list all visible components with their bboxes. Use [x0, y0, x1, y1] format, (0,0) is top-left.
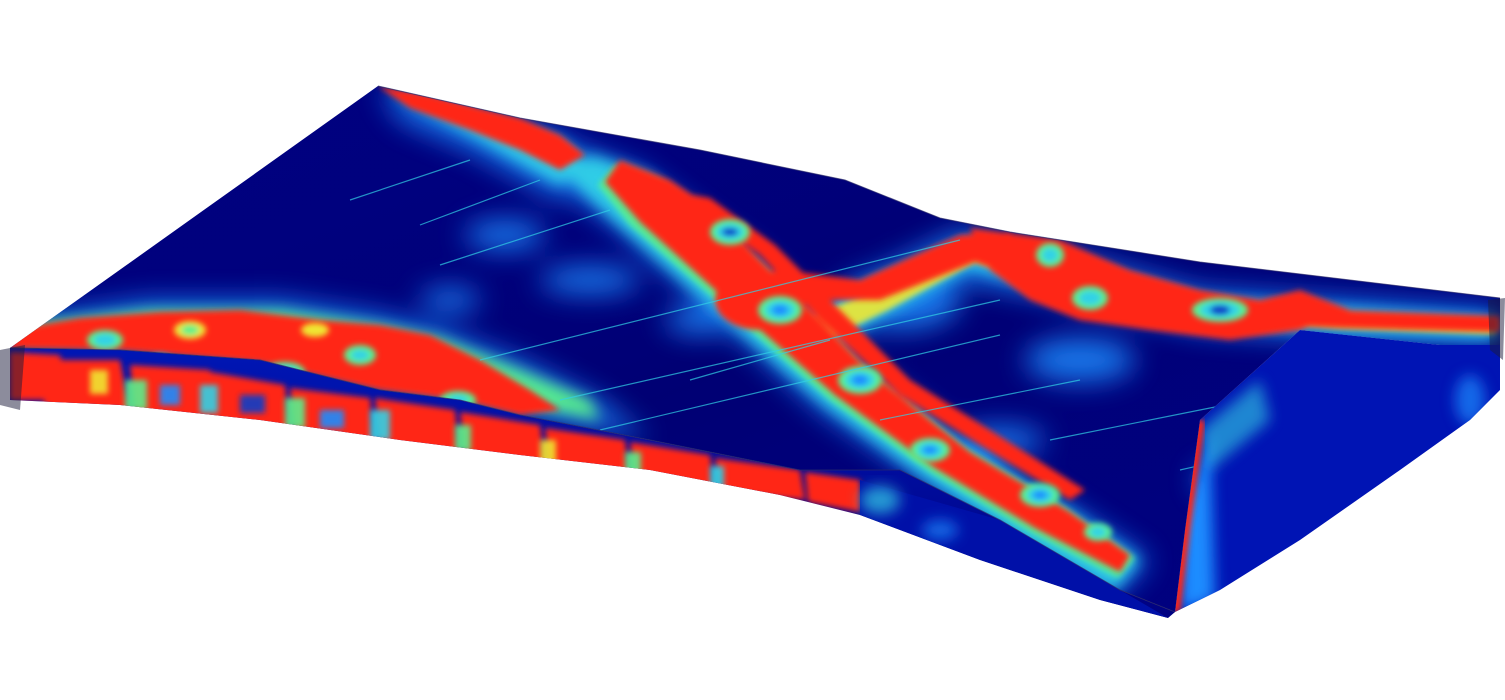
- left-flange: [0, 345, 25, 410]
- panel-outline: [9, 85, 1501, 613]
- right-flange: [1488, 298, 1505, 360]
